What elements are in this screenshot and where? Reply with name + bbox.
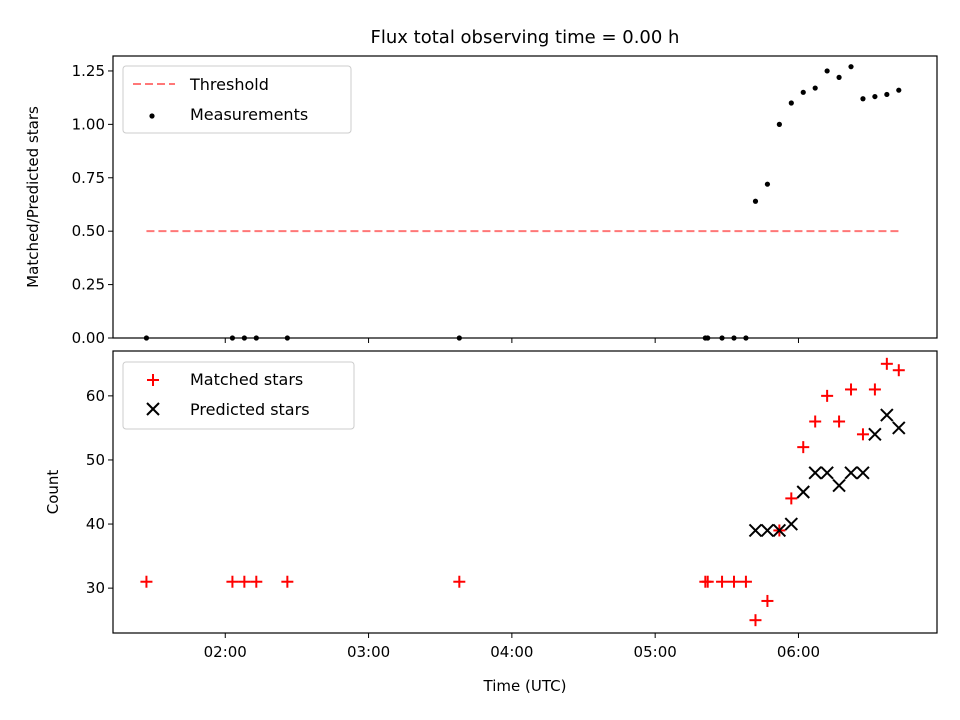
- matched-star-point: [797, 441, 810, 454]
- predicted-star-point: [796, 485, 810, 499]
- predicted-star-point: [880, 408, 894, 422]
- bottom-xtick-label: 04:00: [490, 643, 533, 661]
- matched-star-point: [833, 415, 846, 428]
- bottom-legend: Matched stars Predicted stars: [122, 361, 355, 430]
- legend-matched-swatch: [147, 374, 159, 386]
- predicted-star-point: [772, 523, 787, 538]
- matched-star-point: [701, 575, 714, 588]
- top-title: Flux total observing time = 0.00 h: [371, 27, 680, 48]
- bottom-plot-area: [140, 357, 906, 627]
- legend-measurements-label: Measurements: [190, 105, 308, 124]
- predicted-star-point: [748, 523, 763, 538]
- top-ytick-label: 0.25: [72, 276, 105, 294]
- legend-predicted-label: Predicted stars: [190, 400, 310, 419]
- measurement-point: [752, 198, 759, 204]
- measurement-point: [800, 89, 806, 95]
- top-panel: Flux total observing time = 0.00 h Match…: [24, 27, 938, 347]
- measurement-point: [896, 87, 902, 93]
- bottom-xtick-label: 02:00: [204, 643, 247, 661]
- measurement-point: [812, 85, 818, 91]
- predicted-star-point: [856, 466, 870, 480]
- matched-star-point: [761, 594, 774, 607]
- bottom-xtick-label: 05:00: [634, 643, 677, 661]
- bottom-ytick-label: 60: [86, 387, 105, 405]
- measurement-point: [872, 93, 878, 100]
- measurement-point: [848, 64, 854, 70]
- matched-star-point: [845, 383, 858, 396]
- bottom-xtick-label: 06:00: [777, 643, 820, 661]
- bottom-xtick-label: 03:00: [347, 643, 390, 661]
- measurement-point: [860, 96, 866, 102]
- matched-star-point: [856, 428, 869, 441]
- legend-matched-label: Matched stars: [190, 370, 303, 389]
- predicted-star-point: [820, 466, 834, 480]
- matched-star-point: [281, 575, 294, 588]
- top-ytick-label: 1.25: [72, 62, 105, 80]
- bottom-ylabel: Count: [44, 470, 62, 515]
- predicted-star-point: [832, 478, 846, 493]
- matched-star-point: [453, 575, 466, 588]
- predicted-star-point: [784, 517, 799, 531]
- legend-predicted-swatch: [146, 402, 160, 416]
- matched-star-point: [880, 357, 893, 370]
- predicted-star-point: [892, 421, 906, 435]
- matched-star-point: [868, 383, 881, 396]
- top-ytick-label: 1.00: [72, 115, 105, 133]
- matched-star-point: [226, 575, 239, 588]
- predicted-star-point: [868, 427, 882, 442]
- matched-star-point: [238, 575, 251, 588]
- legend-threshold-label: Threshold: [189, 75, 269, 94]
- top-ylabel: Matched/Predicted stars: [24, 106, 42, 288]
- top-legend-box: [122, 65, 352, 134]
- top-legend: Threshold Measurements: [122, 65, 352, 134]
- measurement-point: [836, 74, 842, 80]
- matched-star-point: [749, 614, 762, 627]
- matched-star-point: [250, 575, 263, 588]
- bottom-xlabel: Time (UTC): [483, 677, 567, 695]
- legend-measurements-swatch: [149, 113, 155, 119]
- top-ytick-label: 0.50: [72, 222, 105, 240]
- matched-star-point: [716, 575, 729, 588]
- top-y-axis: 0.00 0.25 0.50 0.75 1.00 1.25: [72, 62, 113, 347]
- bottom-x-axis: 02:00 03:00 04:00 05:00 06:00: [204, 633, 820, 661]
- predicted-star-point: [808, 466, 822, 480]
- top-ytick-label: 0.75: [72, 169, 105, 187]
- top-x-ticks: [224, 338, 799, 343]
- matched-star-point: [739, 575, 752, 588]
- measurement-point: [776, 121, 782, 127]
- top-axes-frame: [112, 55, 938, 339]
- top-ytick-label: 0.00: [72, 329, 105, 347]
- matched-star-point: [809, 415, 822, 428]
- bottom-ytick-label: 30: [86, 579, 105, 597]
- bottom-ytick-label: 50: [86, 451, 105, 469]
- measurement-point: [764, 181, 771, 187]
- bottom-ytick-label: 40: [86, 515, 105, 533]
- predicted-star-point: [760, 523, 775, 538]
- matched-star-point: [821, 389, 834, 402]
- measurement-point: [788, 100, 794, 106]
- matched-star-point: [892, 364, 905, 377]
- bottom-axes-frame: [112, 350, 938, 634]
- bottom-panel: Count Time (UTC) 30 40 50 60 02:00 03:00 04:0…: [44, 350, 938, 695]
- measurement-point: [884, 91, 890, 98]
- matched-star-point: [140, 575, 153, 588]
- matched-star-point: [785, 492, 798, 505]
- bottom-y-axis: 30 40 50 60: [86, 387, 113, 597]
- bottom-legend-box: [122, 361, 355, 430]
- measurement-point: [824, 68, 830, 74]
- matched-star-point: [727, 575, 740, 588]
- predicted-star-point: [844, 466, 858, 480]
